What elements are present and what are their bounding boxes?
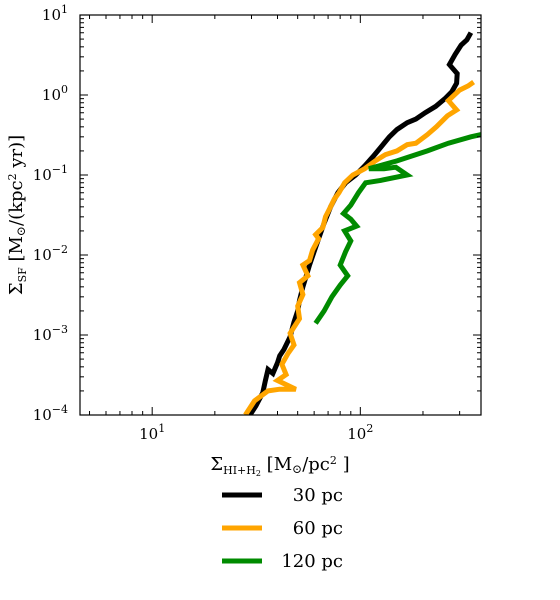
series-line-120-pc: [313, 132, 481, 325]
legend-label: 30 pc: [293, 485, 343, 506]
ticks-layer: [80, 14, 481, 416]
y-tick-label: 10−1: [33, 163, 68, 184]
tick-labels: 101 102 10−4 10−3 10−2 10−1 100 101: [33, 3, 374, 443]
x-tick-label: 102: [347, 422, 373, 443]
x-axis-label: ΣHI+H2 [M⊙/pc2 ]: [210, 454, 349, 478]
legend-label: 120 pc: [281, 551, 343, 572]
series-line-60-pc: [243, 80, 476, 415]
y-axis-label: ΣSF [M⊙/(kpc2 yr)]: [6, 135, 29, 295]
plot-frame: [79, 14, 482, 416]
legend-label: 60 pc: [293, 518, 343, 539]
y-tick-label: 10−4: [33, 403, 68, 424]
legend: 30 pc 60 pc 120 pc: [222, 485, 343, 572]
series-layer: [243, 31, 481, 415]
x-tick-label: 101: [139, 422, 165, 443]
y-tick-label: 10−2: [33, 243, 68, 264]
y-tick-label: 101: [42, 3, 68, 24]
y-tick-label: 100: [42, 83, 68, 104]
y-tick-label: 10−3: [33, 323, 68, 344]
